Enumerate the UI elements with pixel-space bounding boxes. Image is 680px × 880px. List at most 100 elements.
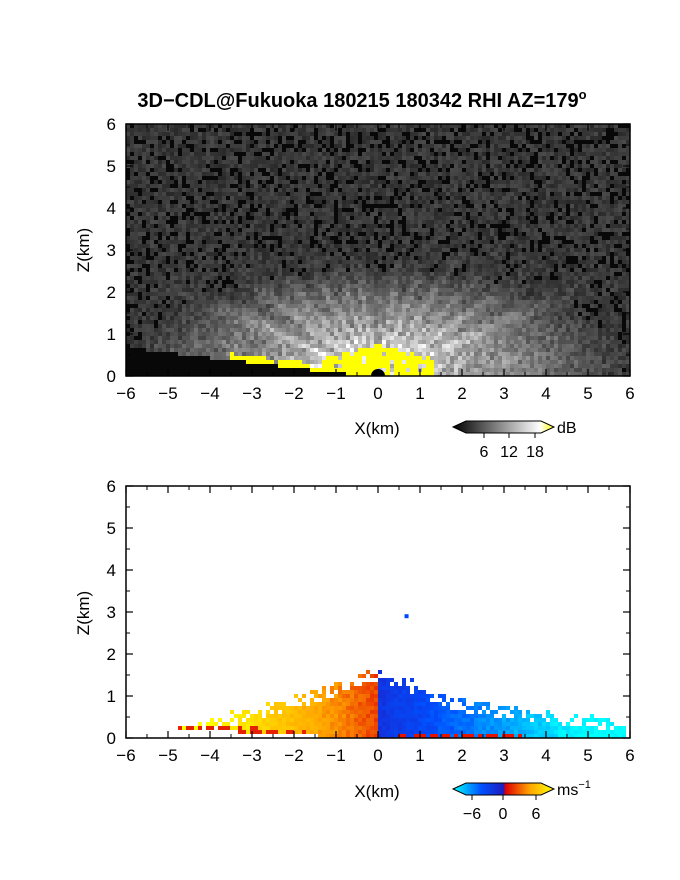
reflectivity-cell xyxy=(390,124,394,128)
reflectivity-cell xyxy=(154,168,158,172)
reflectivity-cell xyxy=(406,176,410,180)
reflectivity-cell xyxy=(378,140,382,144)
reflectivity-cell xyxy=(338,212,342,216)
reflectivity-cell xyxy=(142,160,146,164)
reflectivity-cell xyxy=(270,232,274,236)
reflectivity-cell xyxy=(614,276,618,280)
reflectivity-cell xyxy=(262,260,266,264)
reflectivity-cell xyxy=(246,312,250,316)
reflectivity-cell xyxy=(462,140,466,144)
reflectivity-cell xyxy=(554,284,558,288)
reflectivity-cell xyxy=(258,256,262,260)
reflectivity-cell xyxy=(314,188,318,192)
reflectivity-cell xyxy=(466,128,470,132)
reflectivity-cell xyxy=(330,192,334,196)
reflectivity-cell xyxy=(334,188,338,192)
reflectivity-cell xyxy=(382,196,386,200)
reflectivity-cell xyxy=(298,124,302,128)
reflectivity-cell xyxy=(166,292,170,296)
reflectivity-cell xyxy=(258,148,262,152)
reflectivity-cell xyxy=(322,164,326,168)
reflectivity-cell xyxy=(470,232,474,236)
reflectivity-cell xyxy=(390,132,394,136)
reflectivity-cell xyxy=(542,208,546,212)
reflectivity-cell xyxy=(182,256,186,260)
reflectivity-cell xyxy=(470,284,474,288)
reflectivity-cell xyxy=(490,272,494,276)
reflectivity-cell xyxy=(238,304,242,308)
reflectivity-cell xyxy=(362,124,366,128)
reflectivity-cell xyxy=(366,228,370,232)
reflectivity-cell xyxy=(438,152,442,156)
reflectivity-cell xyxy=(242,264,246,268)
reflectivity-cell xyxy=(522,268,526,272)
reflectivity-cell xyxy=(566,160,570,164)
reflectivity-cell xyxy=(566,292,570,296)
reflectivity-cell xyxy=(414,220,418,224)
reflectivity-cell xyxy=(538,168,542,172)
reflectivity-cell xyxy=(386,276,390,280)
reflectivity-cell xyxy=(430,176,434,180)
reflectivity-cell xyxy=(602,164,606,168)
reflectivity-cell xyxy=(542,292,546,296)
reflectivity-cell xyxy=(558,124,562,128)
reflectivity-cell xyxy=(434,228,438,232)
reflectivity-cell xyxy=(446,216,450,220)
reflectivity-cell xyxy=(390,256,394,260)
reflectivity-cell xyxy=(414,312,418,316)
reflectivity-cell xyxy=(610,180,614,184)
reflectivity-cell xyxy=(546,292,550,296)
reflectivity-cell xyxy=(574,284,578,288)
reflectivity-cell xyxy=(318,300,322,304)
reflectivity-cell xyxy=(294,308,298,312)
reflectivity-cell xyxy=(190,276,194,280)
reflectivity-cell xyxy=(530,268,534,272)
reflectivity-cell xyxy=(318,208,322,212)
reflectivity-cell xyxy=(242,168,246,172)
reflectivity-cell xyxy=(134,208,138,212)
reflectivity-cell xyxy=(554,132,558,136)
reflectivity-cell xyxy=(402,144,406,148)
reflectivity-cell xyxy=(230,132,234,136)
reflectivity-cell xyxy=(470,268,474,272)
reflectivity-cell xyxy=(538,196,542,200)
reflectivity-cell xyxy=(538,144,542,148)
reflectivity-cell xyxy=(406,160,410,164)
reflectivity-cell xyxy=(170,240,174,244)
reflectivity-cell xyxy=(330,204,334,208)
reflectivity-cell xyxy=(422,248,426,252)
reflectivity-cell xyxy=(310,232,314,236)
reflectivity-cell xyxy=(186,156,190,160)
reflectivity-cell xyxy=(410,188,414,192)
reflectivity-cell xyxy=(466,156,470,160)
reflectivity-cell xyxy=(478,164,482,168)
reflectivity-cell xyxy=(602,144,606,148)
reflectivity-cell xyxy=(246,268,250,272)
reflectivity-cell xyxy=(370,256,374,260)
reflectivity-cell xyxy=(334,136,338,140)
reflectivity-cell xyxy=(250,228,254,232)
reflectivity-cell xyxy=(390,272,394,276)
reflectivity-cell xyxy=(598,308,602,312)
reflectivity-cell xyxy=(262,256,266,260)
reflectivity-cell xyxy=(566,300,570,304)
reflectivity-cell xyxy=(286,168,290,172)
reflectivity-cell xyxy=(370,240,374,244)
reflectivity-cell xyxy=(278,152,282,156)
reflectivity-cell xyxy=(558,272,562,276)
reflectivity-cell xyxy=(222,164,226,168)
reflectivity-cell xyxy=(546,312,550,316)
reflectivity-cell xyxy=(234,128,238,132)
reflectivity-cell xyxy=(310,252,314,256)
reflectivity-cell xyxy=(250,288,254,292)
reflectivity-cell xyxy=(470,300,474,304)
reflectivity-cell xyxy=(126,236,130,240)
reflectivity-cell xyxy=(498,188,502,192)
reflectivity-cell xyxy=(422,288,426,292)
reflectivity-cell xyxy=(302,160,306,164)
reflectivity-cell xyxy=(298,148,302,152)
reflectivity-cell xyxy=(202,292,206,296)
reflectivity-cell xyxy=(330,296,334,300)
reflectivity-cell xyxy=(606,268,610,272)
reflectivity-cell xyxy=(566,184,570,188)
